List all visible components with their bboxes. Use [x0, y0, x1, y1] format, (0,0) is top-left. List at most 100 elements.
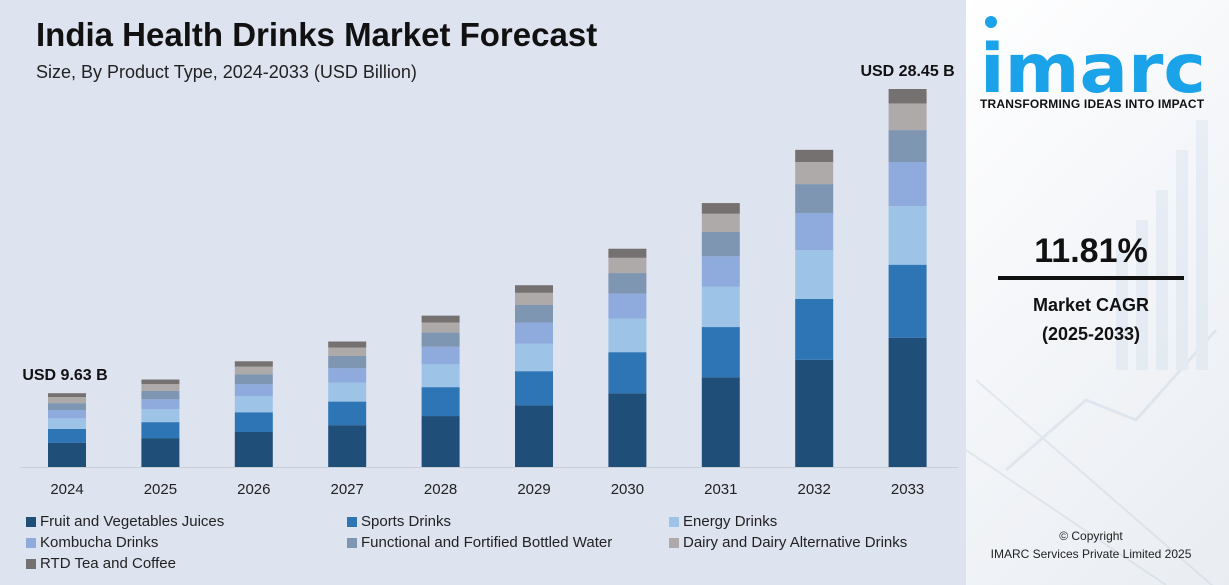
x-tick-label: 2027: [331, 481, 364, 498]
bar-segment-2029-s3: [515, 322, 553, 344]
brand-panel: imarc TRANSFORMING IDEAS INTO IMPACT 11.…: [966, 0, 1229, 585]
bar-segment-2027-s2: [328, 382, 367, 402]
bar-segment-2030-s2: [608, 318, 647, 353]
bar-segment-2025-s0: [141, 438, 180, 467]
bar-segment-2027-s0: [328, 425, 367, 467]
bar-segment-2033-s3: [888, 162, 927, 207]
legend-item: Fruit and Vegetables Juices: [26, 513, 224, 530]
bar-segment-2026-s2: [234, 396, 273, 413]
legend-item: Energy Drinks: [669, 513, 777, 530]
x-tick-label: 2029: [517, 481, 550, 498]
bar-segment-2030-s4: [608, 273, 647, 294]
bar-segment-2025-s2: [141, 409, 180, 423]
background-chart-decoration: [966, 120, 1218, 585]
x-tick-label: 2030: [611, 481, 644, 498]
bar-segment-2025-s5: [141, 384, 180, 391]
bar-segment-2027-s6: [328, 341, 367, 348]
legend-swatch: [669, 516, 679, 527]
bar-segment-2028-s5: [421, 322, 460, 333]
bar-segment-2025-s3: [141, 399, 180, 410]
bar-segment-2026-s4: [234, 374, 273, 385]
bar-segment-2024-s6: [48, 393, 86, 398]
bar-segment-2032-s2: [795, 250, 834, 299]
x-tick-label: 2031: [704, 481, 737, 498]
bar-segment-2031-s2: [701, 286, 740, 328]
bar-segment-2025-s1: [141, 422, 180, 439]
bar-segment-2031-s0: [701, 377, 740, 467]
bar-segment-2024-s4: [48, 403, 86, 410]
chart-panel: India Health Drinks Market Forecast Size…: [0, 0, 966, 585]
legend-swatch: [347, 537, 357, 548]
bar-segment-2029-s4: [515, 305, 553, 323]
bar-segment-2025-s6: [141, 379, 180, 385]
bar-segment-2029-s1: [515, 371, 553, 406]
cagr-divider: [998, 276, 1184, 280]
bar-segment-2028-s0: [421, 416, 460, 467]
bar-segment-2031-s6: [701, 203, 740, 214]
bar-segment-2027-s1: [328, 401, 367, 426]
bar-segment-2024-s3: [48, 409, 86, 419]
legend-label: Functional and Fortified Bottled Water: [361, 534, 613, 551]
chart-subtitle: Size, By Product Type, 2024-2033 (USD Bi…: [36, 62, 417, 82]
bar-segment-2028-s1: [421, 387, 460, 417]
bar-segment-2024-s0: [48, 442, 86, 467]
bar-segment-2031-s5: [701, 213, 740, 232]
legend-label: Kombucha Drinks: [40, 534, 159, 551]
bar-segment-2030-s3: [608, 293, 647, 319]
bar-segment-2029-s0: [515, 405, 553, 467]
bar-segment-2033-s2: [888, 206, 927, 265]
bar-segment-2028-s2: [421, 364, 460, 388]
x-tick-label: 2033: [891, 481, 924, 498]
bar-segment-2033-s6: [888, 89, 927, 104]
bar-segment-2033-s4: [888, 130, 927, 163]
legend-swatch: [26, 558, 36, 569]
brand-tagline: TRANSFORMING IDEAS INTO IMPACT: [980, 97, 1205, 111]
bar-segment-2032-s1: [795, 298, 834, 360]
bar-segment-2026-s1: [234, 412, 273, 433]
bar-segment-2026-s0: [234, 432, 273, 467]
legend-item: Kombucha Drinks: [26, 534, 158, 551]
bar-segment-2029-s6: [515, 285, 553, 293]
bar-segment-2028-s3: [421, 346, 460, 365]
legend-label: RTD Tea and Coffee: [40, 555, 176, 572]
bar-segment-2029-s5: [515, 292, 553, 305]
legend-label: Sports Drinks: [361, 513, 452, 530]
cagr-label: Market CAGR: [1032, 295, 1150, 315]
bar-segment-2024-s2: [48, 418, 86, 429]
total-label-2024: USD 9.63 B: [22, 367, 107, 384]
bar-segment-2032-s4: [795, 184, 834, 213]
bar-segment-2028-s4: [421, 332, 460, 347]
x-tick-label: 2032: [798, 481, 831, 498]
x-tick-label: 2026: [237, 481, 270, 498]
total-label-2033: USD 28.45 B: [860, 63, 954, 80]
legend-item: RTD Tea and Coffee: [26, 555, 176, 572]
chart-legend: Fruit and Vegetables Juices Sports Drinks…: [26, 513, 956, 579]
legend-swatch: [669, 537, 679, 548]
bar-segment-2033-s1: [888, 264, 927, 338]
bar-segment-2032-s5: [795, 162, 834, 185]
chart-title: India Health Drinks Market Forecast: [36, 16, 598, 53]
legend-item: Sports Drinks: [347, 513, 451, 530]
bar-segment-2026-s3: [234, 384, 273, 397]
legend-swatch: [347, 516, 357, 527]
stacked-bar-chart: 2024 USD 9.63 B 2025 2026 2027 2028 2029 2030 20…: [20, 63, 958, 498]
bar-segment-2029-s2: [515, 343, 553, 372]
x-tick-label: 2025: [144, 481, 177, 498]
bar-segment-2032-s3: [795, 212, 834, 251]
x-tick-label: 2028: [424, 481, 457, 498]
cagr-period: (2025-2033): [1041, 324, 1141, 344]
legend-item: Dairy and Dairy Alternative Drinks: [669, 534, 907, 551]
bar-segment-2030-s5: [608, 257, 647, 274]
bar-segment-2026-s5: [234, 366, 273, 375]
bar-segment-2031-s3: [701, 256, 740, 287]
bar-segment-2030-s6: [608, 248, 647, 258]
imarc-logo: imarc: [980, 16, 1206, 96]
bar-segment-2032-s0: [795, 359, 834, 467]
bar-segment-2030-s1: [608, 352, 647, 394]
bar-segment-2026-s6: [234, 361, 273, 367]
bar-segment-2027-s4: [328, 355, 367, 369]
legend-label: Dairy and Dairy Alternative Drinks: [683, 534, 908, 551]
legend-label: Energy Drinks: [683, 513, 778, 530]
cagr-value: 11.81%: [1034, 232, 1148, 270]
bar-segment-2024-s1: [48, 428, 86, 443]
